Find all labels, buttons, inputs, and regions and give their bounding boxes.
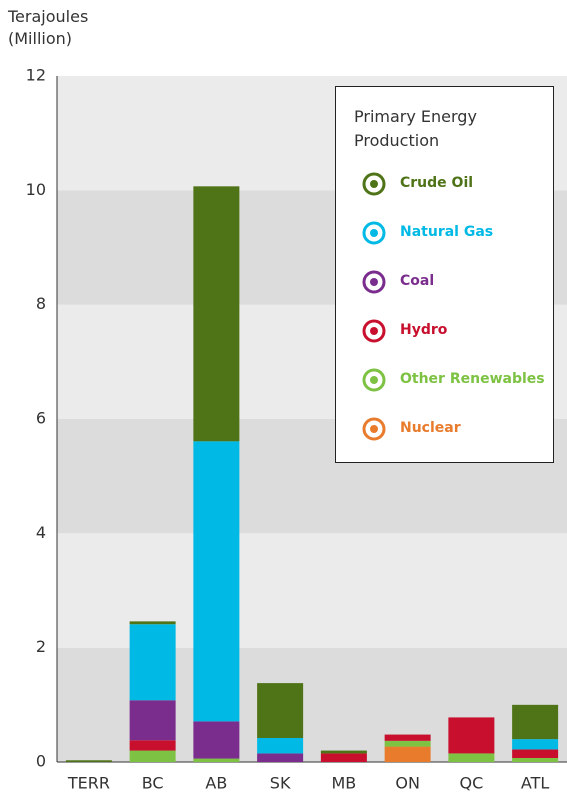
bar-segment bbox=[129, 700, 176, 741]
bar-segment bbox=[129, 750, 176, 762]
legend-icon bbox=[362, 368, 386, 392]
legend-icon-dot bbox=[370, 327, 378, 335]
bar-segment bbox=[65, 760, 112, 762]
bar-segment bbox=[129, 624, 176, 701]
y-tick-label: 4 bbox=[36, 523, 46, 542]
bar-segment bbox=[512, 739, 559, 750]
bar-segment bbox=[384, 734, 431, 741]
bar-segment bbox=[257, 683, 304, 738]
legend-icon-shape bbox=[362, 417, 386, 441]
x-tick-label: ON bbox=[395, 774, 420, 793]
bar-segment bbox=[384, 740, 431, 747]
legend: Primary Energy Production Crude Oil Natur… bbox=[335, 86, 554, 463]
legend-label: Crude Oil bbox=[400, 175, 474, 191]
bar-segment bbox=[257, 753, 304, 762]
y-tick-label: 0 bbox=[36, 752, 46, 771]
bar-segment bbox=[193, 186, 240, 442]
x-tick-label: TERR bbox=[67, 774, 110, 793]
legend-icon-shape bbox=[362, 368, 386, 392]
legend-icon bbox=[362, 172, 386, 196]
bar-segment bbox=[129, 740, 176, 751]
y-tick-label: 12 bbox=[26, 66, 46, 85]
legend-label: Other Renewables bbox=[400, 371, 545, 387]
bar-segment bbox=[129, 621, 176, 625]
legend-icon bbox=[362, 221, 386, 245]
y-axis-label: Terajoules (Million) bbox=[8, 7, 89, 48]
legend-icon-shape bbox=[362, 221, 386, 245]
bar-segment bbox=[320, 750, 367, 754]
bar-segment bbox=[193, 721, 240, 759]
bar-segment bbox=[384, 746, 431, 762]
legend-icon-dot bbox=[370, 425, 378, 433]
x-tick-label: QC bbox=[459, 774, 483, 793]
bar-segment bbox=[448, 753, 495, 762]
legend-icon bbox=[362, 270, 386, 294]
y-tick-label: 2 bbox=[36, 637, 46, 656]
legend-icon-dot bbox=[370, 180, 378, 188]
legend-icon-dot bbox=[370, 278, 378, 286]
legend-label: Coal bbox=[400, 273, 435, 289]
bar-segment bbox=[448, 717, 495, 754]
legend-icon-shape bbox=[362, 270, 386, 294]
legend-icon bbox=[362, 319, 386, 343]
y-tick-label: 6 bbox=[36, 409, 46, 428]
legend-icon-dot bbox=[370, 229, 378, 237]
bar-segment bbox=[193, 441, 240, 722]
x-tick-label: ATL bbox=[521, 774, 549, 793]
bar-segment bbox=[257, 737, 304, 754]
legend-icon bbox=[362, 417, 386, 441]
bar-segment bbox=[512, 749, 559, 758]
legend-icon-shape bbox=[362, 319, 386, 343]
y-tick-label: 10 bbox=[26, 180, 46, 199]
x-tick-label: BC bbox=[142, 774, 164, 793]
legend-label: Hydro bbox=[400, 322, 448, 338]
legend-label: Nuclear bbox=[400, 420, 461, 436]
bar-segment bbox=[512, 757, 559, 762]
legend-icon-dot bbox=[370, 376, 378, 384]
x-tick-label: SK bbox=[270, 774, 291, 793]
legend-icon-shape bbox=[362, 172, 386, 196]
legend-label: Natural Gas bbox=[400, 224, 494, 240]
y-tick-label: 8 bbox=[36, 294, 46, 313]
bar-segment bbox=[512, 704, 559, 740]
legend-title: Primary Energy Production bbox=[354, 107, 477, 150]
x-tick-label: MB bbox=[331, 774, 356, 793]
bar-segment bbox=[320, 753, 367, 762]
x-tick-label: AB bbox=[205, 774, 227, 793]
bar-segment bbox=[193, 758, 240, 762]
